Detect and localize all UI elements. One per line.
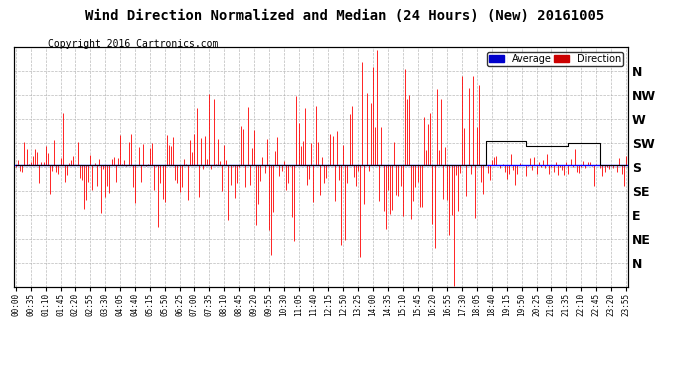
Legend: Average, Direction: Average, Direction	[487, 52, 623, 66]
Text: Copyright 2016 Cartronics.com: Copyright 2016 Cartronics.com	[48, 39, 219, 50]
Text: Wind Direction Normalized and Median (24 Hours) (New) 20161005: Wind Direction Normalized and Median (24…	[86, 9, 604, 23]
